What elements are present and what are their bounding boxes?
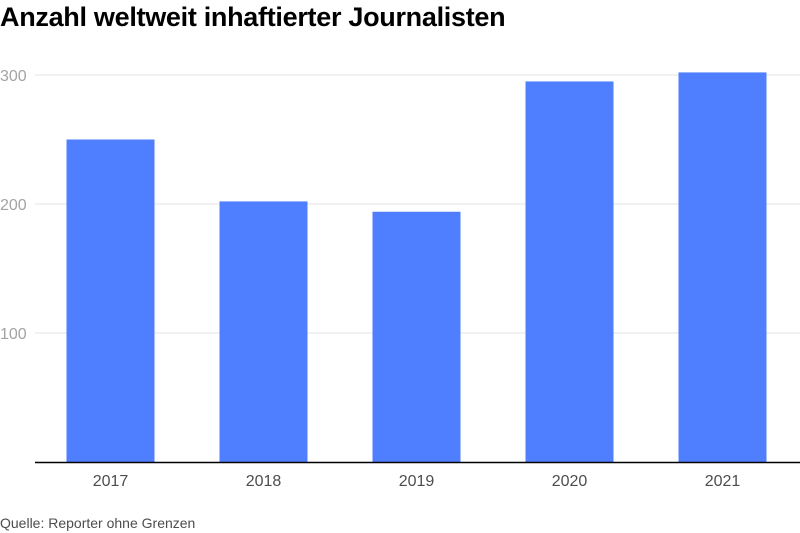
bar-2021 [678,72,767,463]
bar-2018 [219,201,308,463]
y-tick-label: 200 [0,197,27,214]
bar-2019 [372,211,461,462]
y-axis-ticks: 100 200 300 [0,68,27,343]
x-axis-ticks: 2017 2018 2019 2020 2021 [93,473,741,490]
x-tick-label: 2018 [246,473,282,490]
y-tick-label: 100 [0,326,27,343]
x-tick-label: 2019 [399,473,435,490]
bars [66,72,767,463]
x-tick-label: 2021 [705,473,741,490]
source-note: Quelle: Reporter ohne Grenzen [0,515,196,531]
x-tick-label: 2017 [93,473,129,490]
y-tick-label: 300 [0,68,27,85]
bar-2020 [525,81,614,462]
chart-title: Anzahl weltweit inhaftierter Journaliste… [0,2,506,32]
bar-2017 [66,139,155,462]
x-tick-label: 2020 [552,473,588,490]
